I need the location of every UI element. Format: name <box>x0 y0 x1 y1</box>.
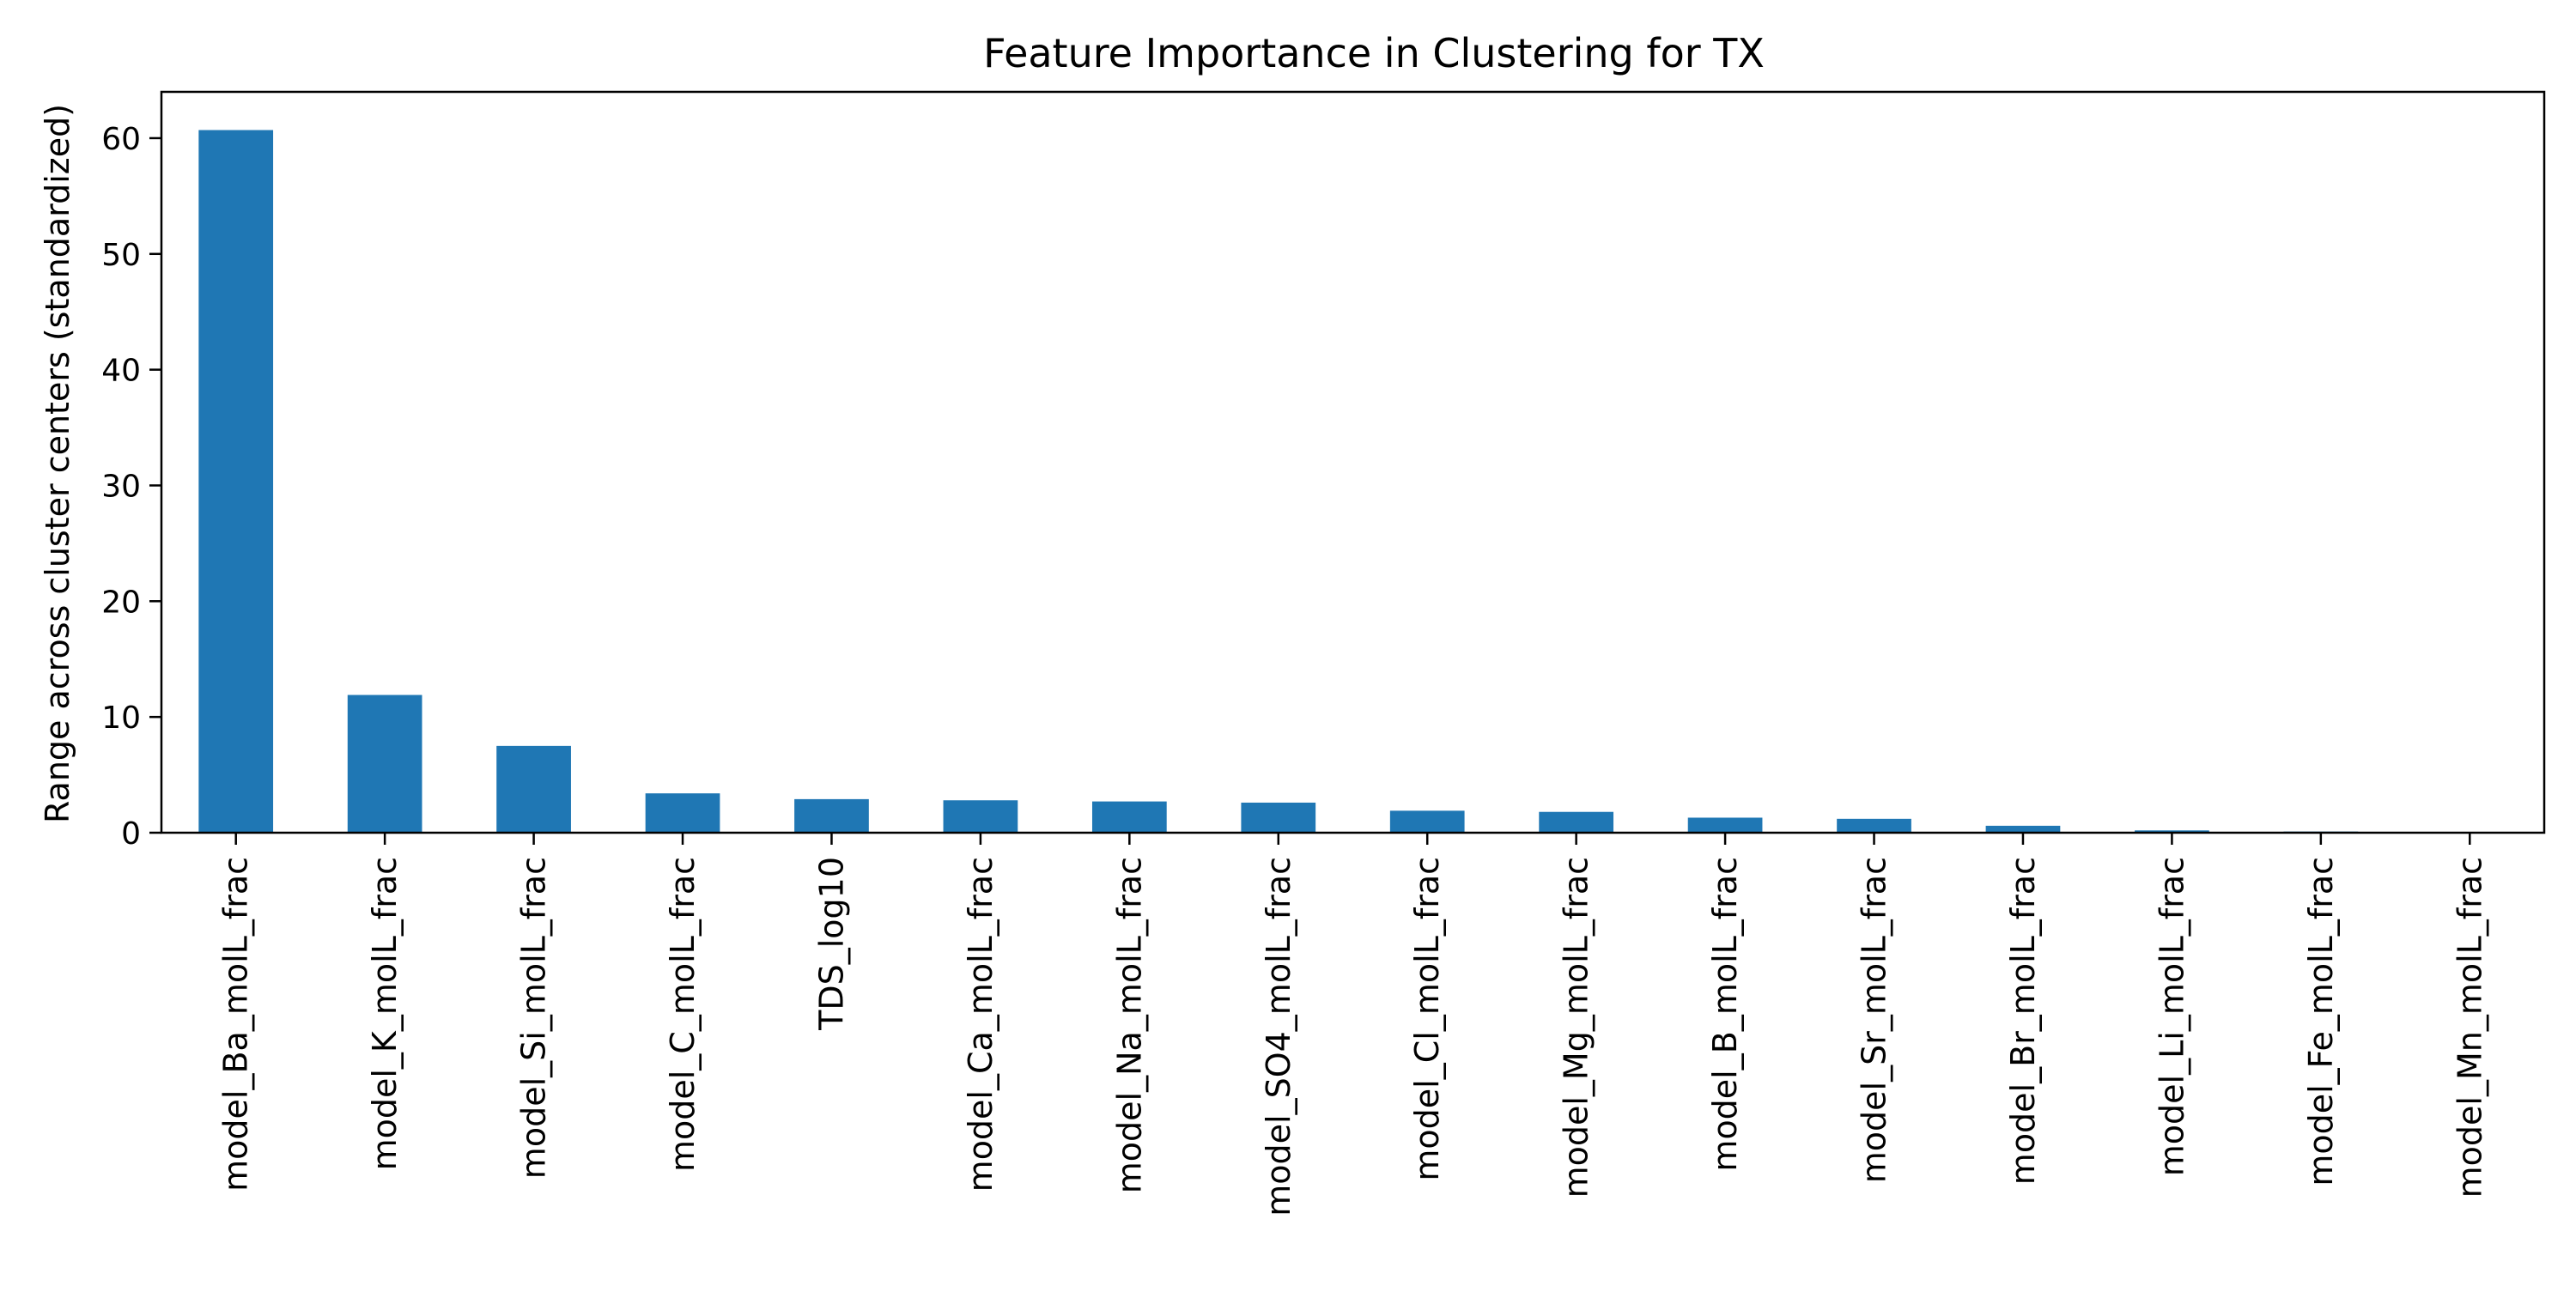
bar-0 <box>198 130 273 833</box>
y-axis-ticks: 0 10 20 30 40 50 60 <box>101 122 161 852</box>
y-tick-label-2: 20 <box>101 585 141 620</box>
x-tick-label-6: model_Na_molL_frac <box>1110 857 1148 1193</box>
bar-11 <box>1837 819 1911 833</box>
x-tick-label-7: model_SO4_molL_frac <box>1260 857 1297 1216</box>
x-tick-label-9: model_Mg_molL_frac <box>1558 857 1595 1198</box>
x-tick-label-14: model_Fe_molL_frac <box>2302 857 2340 1186</box>
x-tick-label-1: model_K_molL_frac <box>366 857 404 1170</box>
y-tick-label-6: 60 <box>101 122 141 157</box>
x-tick-label-13: model_Li_molL_frac <box>2153 857 2190 1176</box>
y-tick-label-4: 40 <box>101 354 141 389</box>
x-tick-label-10: model_B_molL_frac <box>1706 857 1744 1172</box>
x-tick-label-15: model_Mn_molL_frac <box>2451 857 2488 1198</box>
x-tick-label-8: model_Cl_molL_frac <box>1408 857 1446 1181</box>
bar-7 <box>1241 803 1315 833</box>
x-axis-ticks: model_Ba_molL_frac model_K_molL_frac model… <box>217 833 2489 1216</box>
y-axis-label: Range across cluster centers (standardiz… <box>39 104 76 823</box>
bar-10 <box>1688 817 1763 833</box>
x-tick-label-12: model_Br_molL_frac <box>2004 857 2042 1185</box>
y-tick-label-0: 0 <box>121 816 141 852</box>
bar-8 <box>1390 810 1465 833</box>
x-tick-label-0: model_Ba_molL_frac <box>217 857 255 1192</box>
bar-3 <box>646 793 720 833</box>
x-tick-label-5: model_Ca_molL_frac <box>962 857 999 1192</box>
chart-title: Feature Importance in Clustering for TX <box>983 30 1765 76</box>
bar-6 <box>1092 802 1167 833</box>
bar-9 <box>1539 812 1613 833</box>
bar-2 <box>496 746 571 833</box>
plot-frame <box>161 92 2544 833</box>
x-tick-label-11: model_Sr_molL_frac <box>1856 857 1893 1183</box>
x-tick-label-4: TDS_log10 <box>812 857 850 1031</box>
y-tick-label-3: 30 <box>101 469 141 504</box>
y-tick-label-1: 10 <box>101 701 141 736</box>
bar-4 <box>794 799 869 833</box>
bar-1 <box>348 695 422 833</box>
bar-5 <box>944 800 1018 833</box>
x-tick-label-2: model_Si_molL_frac <box>515 857 553 1179</box>
y-tick-label-5: 50 <box>101 238 141 273</box>
x-tick-label-3: model_C_molL_frac <box>664 857 702 1172</box>
bars-group <box>198 130 2506 833</box>
